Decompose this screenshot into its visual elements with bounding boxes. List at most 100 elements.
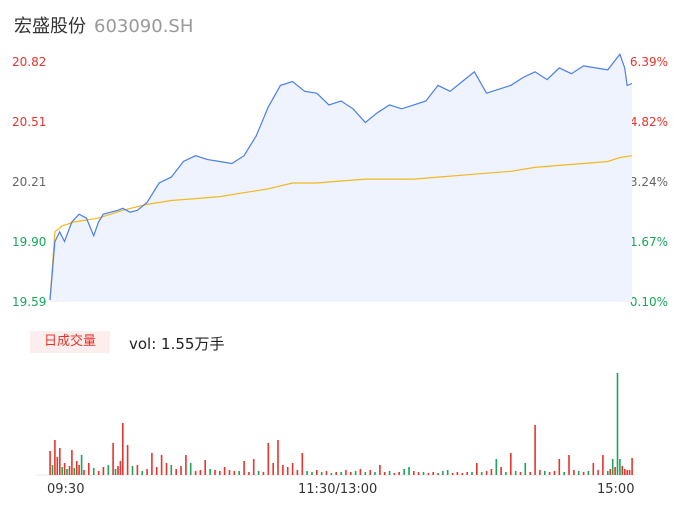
volume-bar — [461, 473, 464, 475]
volume-bar — [66, 469, 68, 475]
volume-bar — [272, 463, 274, 475]
volume-bar — [131, 466, 134, 475]
volume-bar — [592, 463, 595, 475]
y-left-tick-3: 19.90 — [12, 235, 47, 249]
volume-bar — [476, 463, 478, 475]
volume-bar — [417, 472, 420, 475]
volume-bar — [141, 471, 143, 475]
volume-bar — [480, 472, 483, 475]
volume-bar — [403, 469, 405, 475]
volume-bar — [219, 471, 221, 475]
volume-bar — [607, 471, 609, 475]
volume-bar — [626, 470, 628, 475]
volume-bar — [189, 463, 192, 475]
volume-bar — [548, 472, 551, 475]
volume-bar — [451, 473, 454, 475]
volume-bar — [73, 468, 76, 475]
volume-bar — [122, 423, 124, 475]
volume-bar — [388, 471, 391, 475]
volume-bar — [75, 461, 78, 475]
volume-bar — [510, 453, 512, 475]
volume-bar — [558, 459, 561, 475]
volume-bar — [165, 463, 168, 475]
volume-bar — [514, 471, 517, 475]
volume-bar — [490, 469, 493, 475]
volume-bar — [199, 470, 202, 475]
volume-bar — [83, 470, 85, 475]
volume-bar — [534, 425, 536, 475]
volume-bar — [573, 470, 575, 475]
volume-bar — [119, 461, 122, 475]
volume-bar — [383, 472, 386, 475]
volume-bar — [282, 465, 284, 475]
volume-tag: 日成交量 — [30, 331, 110, 353]
volume-bar — [209, 469, 211, 475]
volume-bar — [170, 465, 173, 475]
volume-bar — [194, 471, 197, 475]
volume-bar — [71, 450, 73, 475]
volume-bar — [63, 463, 66, 475]
volume-bar — [267, 443, 270, 475]
volume-bar — [614, 467, 616, 475]
volume-bar — [146, 469, 148, 475]
volume-bar — [631, 458, 633, 475]
stock-name: 宏盛股份 — [14, 16, 86, 37]
volume-bar — [92, 468, 95, 475]
volume-bar — [563, 472, 565, 475]
volume-bar — [359, 469, 362, 475]
volume-bar — [80, 455, 83, 475]
volume-bar — [519, 472, 522, 475]
volume-bar — [301, 453, 304, 475]
volume-bar — [185, 455, 187, 475]
volume-bars — [49, 373, 633, 475]
y-right-tick-4: 0.10% — [629, 295, 668, 309]
volume-bar — [325, 471, 328, 475]
volume-bar — [126, 445, 129, 475]
volume-bar — [296, 470, 299, 475]
volume-bar — [160, 455, 163, 475]
volume-bar — [311, 472, 313, 475]
volume-bar — [374, 472, 376, 475]
avg-price-line — [49, 155, 633, 301]
volume-bar — [422, 472, 425, 475]
y-left-tick-2: 20.21 — [12, 175, 47, 189]
volume-bar — [262, 472, 265, 475]
volume-bar — [286, 467, 289, 475]
volume-bar — [54, 440, 56, 475]
volume-bar — [350, 472, 352, 475]
volume-bar — [354, 471, 357, 475]
volume-bar — [51, 465, 54, 475]
volume-bar — [330, 473, 333, 475]
volume-bar — [616, 373, 619, 475]
volume-bar — [577, 471, 580, 475]
volume-bar — [316, 470, 318, 475]
volume-bar — [340, 472, 342, 475]
y-left-tick-4: 19.59 — [12, 295, 47, 309]
volume-bar — [238, 471, 240, 475]
volume-bar — [155, 467, 158, 475]
volume-bar — [68, 466, 71, 475]
volume-bar — [524, 463, 527, 475]
volume-bar — [112, 443, 114, 475]
volume-bar — [408, 467, 410, 475]
volume-bar — [320, 472, 323, 475]
volume-bar — [233, 471, 236, 475]
volume-bar — [243, 461, 245, 475]
y-right-tick-3: 1.67% — [629, 235, 668, 249]
volume-bar — [180, 466, 182, 475]
volume-value: vol: 1.55万手 — [129, 335, 225, 353]
volume-bar — [228, 470, 231, 475]
volume-bar — [432, 472, 434, 475]
volume-bar — [505, 472, 507, 475]
x-tick-close: 15:00 — [597, 482, 635, 497]
y-left-tick-1: 20.51 — [12, 115, 47, 129]
volume-bar — [495, 459, 498, 475]
volume-bar — [587, 471, 590, 475]
volume-bar — [621, 466, 624, 475]
volume-bar — [628, 470, 631, 475]
x-tick-open: 09:30 — [47, 482, 85, 497]
stock-code: 603090.SH — [94, 16, 194, 37]
y-left-tick-0: 20.82 — [12, 55, 47, 69]
volume-bar — [611, 459, 614, 475]
